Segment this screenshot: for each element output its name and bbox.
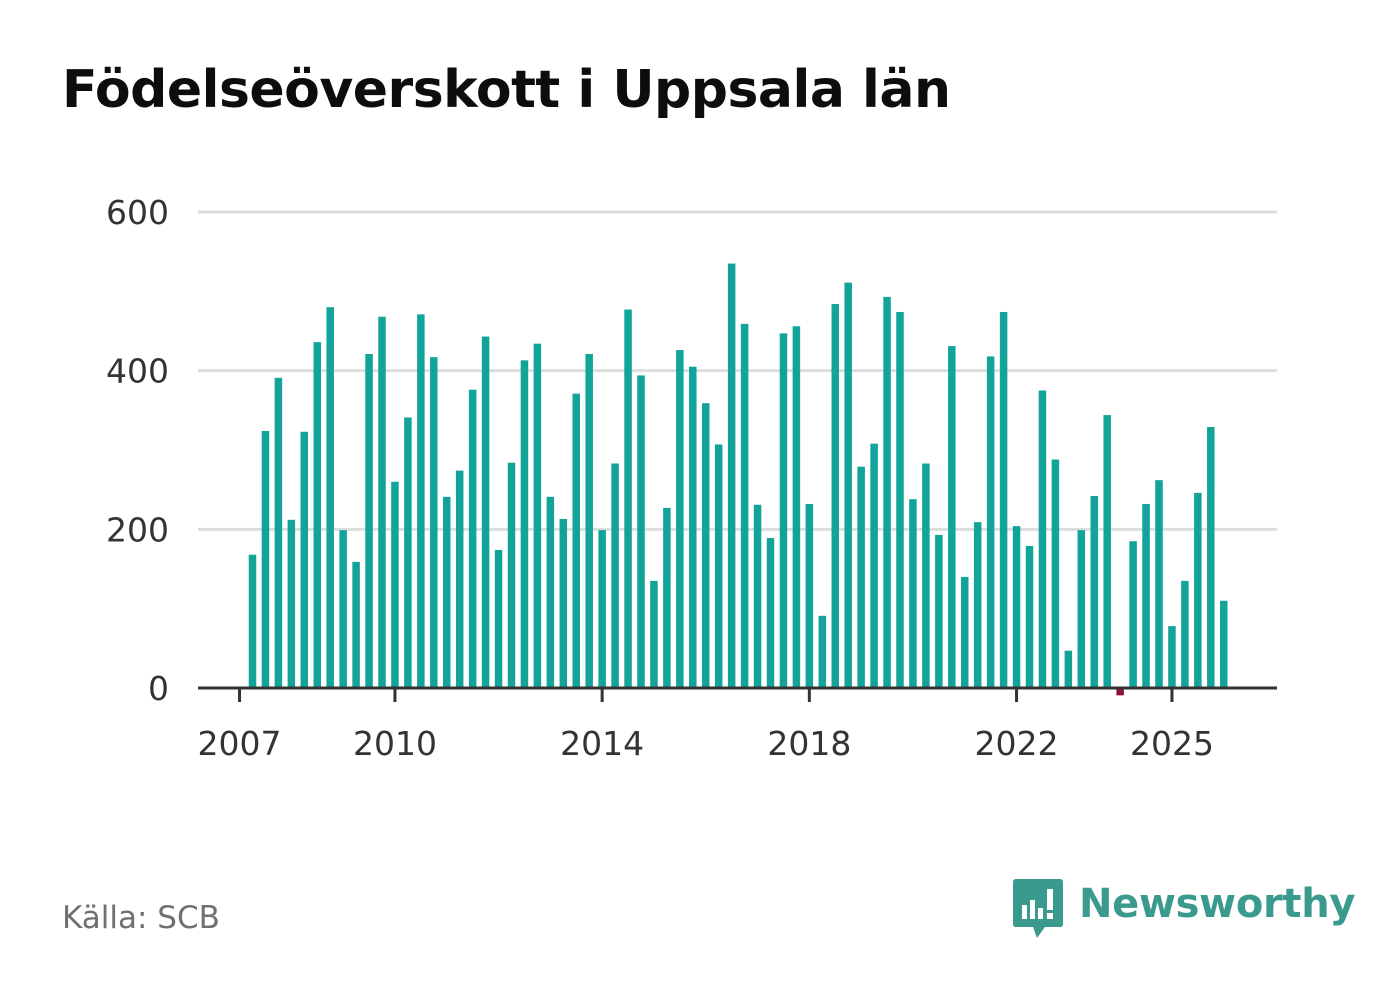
- bar[interactable]: [1220, 600, 1228, 688]
- bar[interactable]: [909, 499, 917, 688]
- bar[interactable]: [753, 504, 762, 688]
- bar[interactable]: [922, 463, 930, 688]
- bar[interactable]: [611, 463, 619, 688]
- bar[interactable]: [1168, 626, 1176, 688]
- bar[interactable]: [481, 336, 490, 688]
- y-tick-label: 0: [148, 669, 169, 708]
- bar[interactable]: [948, 346, 956, 688]
- bar[interactable]: [857, 466, 865, 688]
- brand-name: Newsworthy: [1079, 881, 1356, 927]
- bar[interactable]: [831, 304, 840, 688]
- bar[interactable]: [1129, 541, 1137, 688]
- bar[interactable]: [494, 549, 503, 688]
- bar[interactable]: [792, 326, 801, 688]
- x-axis: 2007 2010 2014 2018 2022 2025: [198, 686, 1277, 763]
- bar[interactable]: [1207, 426, 1215, 688]
- bar[interactable]: [339, 530, 347, 688]
- bar[interactable]: [300, 431, 309, 688]
- bar[interactable]: [1090, 496, 1099, 688]
- bar[interactable]: [326, 307, 334, 688]
- bar[interactable]: [689, 366, 697, 688]
- bar[interactable]: [391, 481, 399, 688]
- bar[interactable]: [468, 389, 477, 688]
- x-tick-label: 2014: [560, 724, 644, 763]
- bar[interactable]: [1155, 480, 1163, 688]
- bar[interactable]: [896, 311, 904, 688]
- bar[interactable]: [417, 314, 425, 688]
- bar[interactable]: [287, 519, 296, 688]
- bar[interactable]: [1012, 526, 1021, 688]
- x-tick-label: 2025: [1130, 724, 1214, 763]
- bar[interactable]: [702, 403, 710, 688]
- bar[interactable]: [378, 316, 386, 688]
- bar[interactable]: [1025, 545, 1034, 688]
- brand-logo[interactable]: Newsworthy: [1011, 878, 1356, 944]
- bar[interactable]: [455, 470, 464, 688]
- bar[interactable]: [637, 375, 645, 688]
- bar[interactable]: [533, 343, 542, 688]
- bar[interactable]: [714, 444, 723, 688]
- y-tick-label: 600: [106, 193, 169, 232]
- bar[interactable]: [883, 296, 891, 688]
- bar[interactable]: [973, 522, 982, 688]
- bar[interactable]: [352, 561, 360, 688]
- bar[interactable]: [961, 576, 969, 688]
- bars: [248, 263, 1228, 696]
- bar[interactable]: [818, 615, 827, 688]
- y-tick-label: 200: [106, 510, 169, 549]
- bar[interactable]: [1051, 459, 1060, 688]
- bar[interactable]: [650, 580, 658, 688]
- bar[interactable]: [1194, 492, 1202, 688]
- bar[interactable]: [598, 530, 606, 688]
- bar[interactable]: [727, 263, 736, 688]
- bar[interactable]: [1103, 415, 1111, 688]
- bar[interactable]: [443, 496, 451, 688]
- bar[interactable]: [507, 462, 516, 688]
- bar[interactable]: [248, 554, 257, 688]
- bar[interactable]: [404, 417, 412, 688]
- x-tick-label: 2022: [975, 724, 1059, 763]
- bar[interactable]: [585, 354, 593, 688]
- bar[interactable]: [676, 350, 684, 688]
- source-note: Källa: SCB: [62, 900, 220, 936]
- bar[interactable]: [1064, 650, 1073, 688]
- bar[interactable]: [999, 311, 1008, 688]
- bar[interactable]: [844, 282, 852, 688]
- bar[interactable]: [1038, 390, 1047, 689]
- bar[interactable]: [779, 333, 788, 688]
- bar[interactable]: [1116, 689, 1124, 696]
- bar[interactable]: [805, 503, 814, 688]
- bar[interactable]: [663, 507, 671, 688]
- bar[interactable]: [559, 519, 568, 688]
- x-tick-label: 2010: [353, 724, 437, 763]
- newsworthy-logo-icon: [1011, 878, 1065, 944]
- bar[interactable]: [430, 357, 438, 688]
- y-tick-label: 400: [106, 352, 169, 391]
- bar-chart: 0 200 400 600 2007 2010 2014 2018 2022 2025: [106, 193, 1277, 763]
- bar[interactable]: [1142, 503, 1150, 688]
- bar[interactable]: [274, 377, 283, 688]
- bar[interactable]: [572, 393, 581, 688]
- bar[interactable]: [546, 496, 555, 688]
- bar[interactable]: [624, 309, 632, 688]
- bar[interactable]: [313, 342, 322, 688]
- bar[interactable]: [986, 356, 995, 688]
- bar[interactable]: [1181, 580, 1189, 688]
- bar[interactable]: [766, 538, 775, 688]
- bar[interactable]: [520, 360, 529, 688]
- x-tick-label: 2018: [767, 724, 851, 763]
- bar[interactable]: [740, 323, 749, 688]
- bar[interactable]: [261, 430, 270, 688]
- x-tick-label: 2007: [198, 724, 282, 763]
- bar[interactable]: [935, 534, 943, 688]
- bar[interactable]: [1077, 530, 1086, 688]
- chart-title: Födelseöverskott i Uppsala län: [62, 60, 951, 120]
- bar[interactable]: [365, 354, 373, 688]
- bar[interactable]: [870, 443, 878, 688]
